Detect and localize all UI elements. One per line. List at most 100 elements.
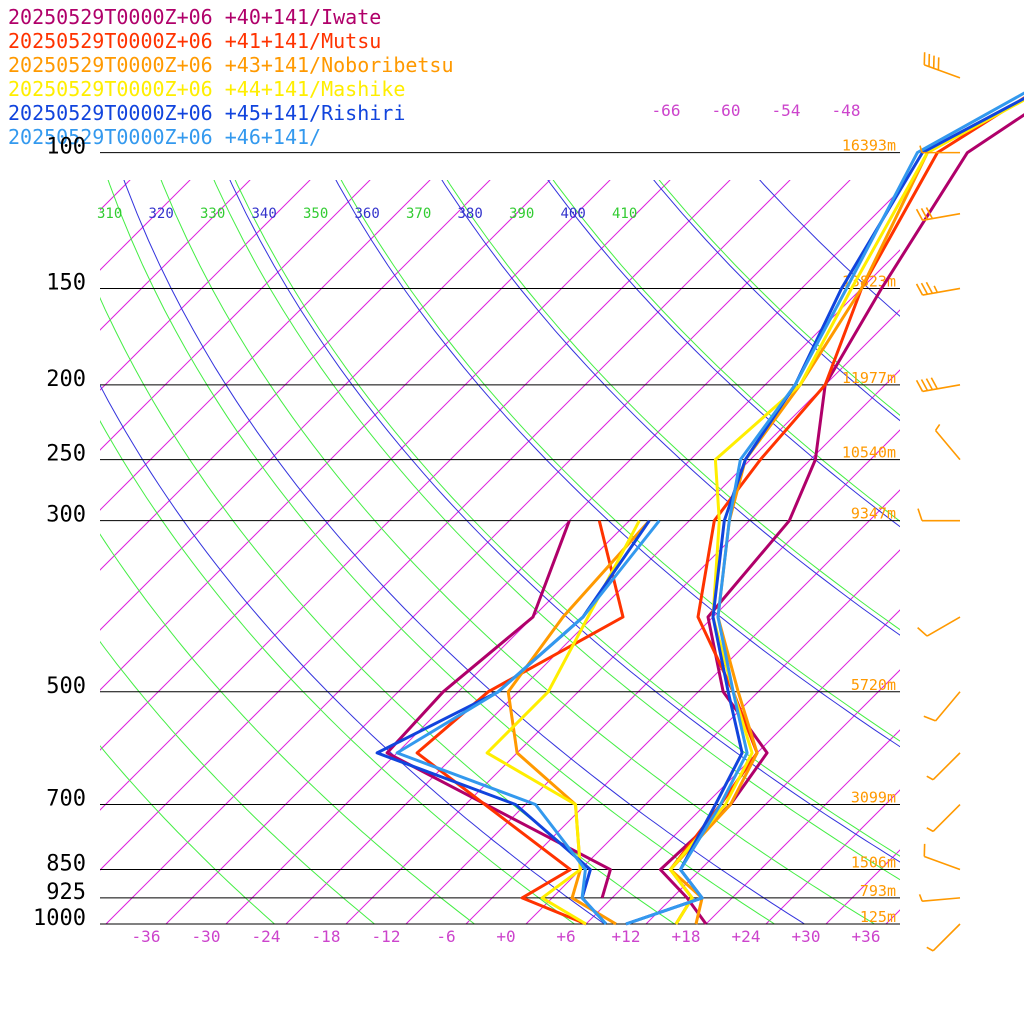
temp-tick-label: -24 xyxy=(252,927,281,946)
station-legend: 20250529T0000Z+06 +40+141/Iwate 20250529… xyxy=(8,5,454,149)
isotherm-line xyxy=(285,309,900,924)
temp-tick-label: -18 xyxy=(312,927,341,946)
isotherm-line xyxy=(100,180,431,511)
dry-adiabat-line xyxy=(100,420,575,924)
dry-adiabat-line xyxy=(213,180,900,881)
theta-label: 340 xyxy=(252,206,277,222)
wind-barb-half-flag xyxy=(926,946,934,952)
isotherm-line xyxy=(100,180,251,331)
height-label: 16393m xyxy=(842,137,896,155)
theta-label: 410 xyxy=(612,206,637,222)
height-label: 3099m xyxy=(851,789,896,807)
background-grid xyxy=(0,78,1024,924)
theta-e-line xyxy=(229,180,900,863)
theta-label: 350 xyxy=(303,206,328,222)
pressure-label: 500 xyxy=(46,674,86,699)
temperature-line xyxy=(625,91,1024,926)
temp-tick-label: +0 xyxy=(496,927,515,946)
height-label: 1506m xyxy=(851,854,896,872)
sounding-series xyxy=(485,98,1024,926)
pressure-label: 150 xyxy=(46,270,86,295)
temp-tick-label: -12 xyxy=(372,927,401,946)
wind-barb-staff xyxy=(924,855,961,871)
dry-adiabat-group xyxy=(100,180,900,924)
isotherm-line xyxy=(0,78,52,924)
isotherm-line xyxy=(100,180,131,211)
wind-barb-staff xyxy=(922,212,961,222)
isotherm-line xyxy=(405,429,900,924)
wind-barb-group xyxy=(915,52,961,952)
legend-item: 20250529T0000Z+06 +44+141/Mashike xyxy=(8,77,406,101)
wind-barb xyxy=(915,281,961,296)
upper-temp-label: -60 xyxy=(712,101,741,120)
theta-label: 390 xyxy=(509,206,534,222)
wind-barb-staff xyxy=(922,897,961,902)
upper-temp-label: -48 xyxy=(832,101,861,120)
wind-barb-staff xyxy=(934,429,961,461)
temp-tick-label: +6 xyxy=(556,927,575,946)
wind-barb-half-flag xyxy=(926,775,934,781)
wind-barb-half-flag xyxy=(919,145,923,153)
isotherm-line xyxy=(225,249,900,924)
legend-item: 20250529T0000Z+06 +43+141/Noboribetsu xyxy=(8,53,454,77)
dry-adiabat-line xyxy=(100,533,475,924)
upper-temp-label: -54 xyxy=(772,101,801,120)
sounding-series xyxy=(385,113,1024,925)
isotherm-line xyxy=(100,180,191,271)
upper-temp-label-group: -66 -60 -54 -48 xyxy=(652,101,861,120)
dry-adiabat-line xyxy=(160,180,875,924)
wind-barb-flag xyxy=(937,57,940,71)
pressure-label: 100 xyxy=(46,135,86,160)
theta-e-line xyxy=(123,180,805,924)
isotherm-line xyxy=(100,180,731,811)
wind-barb-flag xyxy=(923,715,936,722)
wind-barb-flag xyxy=(925,281,934,294)
wind-barb-half-flag xyxy=(933,285,939,293)
wind-barb-flag xyxy=(920,379,929,391)
temp-tick-group: -36 -30 -24 -18 -12 -6 +0 +6 +12 +18 +24 +30 +36 xyxy=(132,927,881,946)
theta-label: 310 xyxy=(97,206,122,222)
theta-label: 360 xyxy=(355,206,380,222)
temp-tick-label: +18 xyxy=(672,927,701,946)
wind-barb-flag xyxy=(917,627,928,637)
theta-label: 370 xyxy=(406,206,431,222)
wind-barb xyxy=(917,616,961,637)
sounding-series xyxy=(415,96,1024,926)
pressure-label: 250 xyxy=(46,442,86,467)
isotherm-group xyxy=(0,78,1024,924)
wind-barb-staff xyxy=(924,64,961,79)
dry-adiabat-line xyxy=(100,640,375,924)
isotherm-line xyxy=(0,78,172,924)
wind-barb-staff xyxy=(932,803,961,832)
height-label: 125m xyxy=(860,908,896,926)
upper-temp-label: -66 xyxy=(652,101,681,120)
dewpoint-line xyxy=(415,520,625,926)
temp-tick-label: -36 xyxy=(132,927,161,946)
legend-item: 20250529T0000Z+06 +41+141/Mutsu xyxy=(8,29,382,53)
wind-barb xyxy=(926,923,961,952)
sounding-series xyxy=(375,96,1024,926)
height-label: 10540m xyxy=(842,444,896,462)
pressure-label: 300 xyxy=(46,503,86,528)
wind-barb-staff xyxy=(934,691,961,722)
dry-adiabat-line xyxy=(340,180,900,742)
wind-barb xyxy=(926,752,961,781)
isotherm-line xyxy=(645,669,900,924)
isotherm-line xyxy=(100,180,491,571)
legend-item: 20250529T0000Z+06 +45+141/Rishiri xyxy=(8,101,406,125)
wind-barb-flag xyxy=(915,379,924,392)
isotherm-line xyxy=(105,180,851,924)
isotherm-line xyxy=(345,369,900,924)
wind-barb-flag xyxy=(915,283,924,296)
wind-barb xyxy=(917,508,960,522)
temp-tick-label: -30 xyxy=(192,927,221,946)
temperature-line xyxy=(658,113,1024,925)
isotherm-line xyxy=(1006,78,1024,924)
temp-tick-label: +12 xyxy=(612,927,641,946)
theta-e-line xyxy=(441,180,900,636)
pressure-label: 700 xyxy=(46,787,86,812)
wind-barb-staff xyxy=(922,384,961,393)
sounding-group xyxy=(375,91,1024,926)
